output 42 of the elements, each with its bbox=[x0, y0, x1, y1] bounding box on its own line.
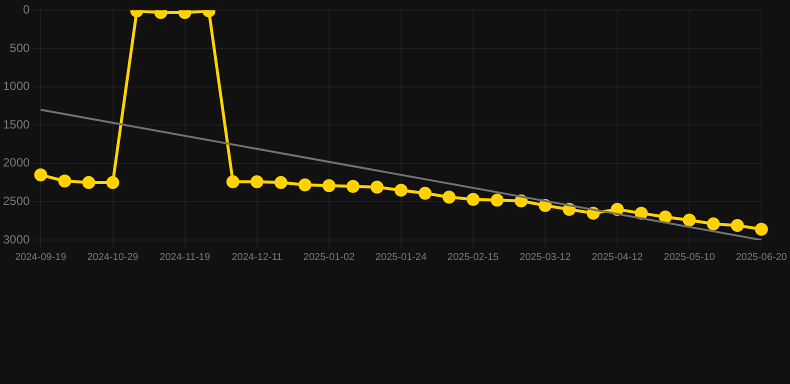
x-tick-label: 2025-04-12 bbox=[592, 252, 644, 263]
y-tick-label: 2500 bbox=[2, 194, 30, 208]
point bbox=[274, 176, 288, 190]
x-tick-label: 2024-12-11 bbox=[232, 252, 283, 263]
point bbox=[682, 214, 696, 227]
point bbox=[58, 174, 72, 188]
point bbox=[250, 175, 264, 188]
y-tick-label: 3000 bbox=[2, 232, 30, 246]
x-tick-label: 2025-02-15 bbox=[448, 252, 500, 263]
point bbox=[34, 168, 48, 182]
point bbox=[490, 194, 504, 207]
y-tick-label: 0 bbox=[23, 2, 30, 17]
y-tick-label: 1000 bbox=[2, 79, 30, 94]
x-tick-label: 2025-03-12 bbox=[520, 252, 572, 263]
point bbox=[442, 190, 456, 204]
point bbox=[634, 206, 648, 220]
point bbox=[754, 222, 768, 236]
point bbox=[226, 175, 240, 188]
point bbox=[730, 218, 744, 232]
point bbox=[394, 184, 408, 197]
point bbox=[82, 176, 96, 190]
point bbox=[322, 179, 336, 192]
point bbox=[538, 199, 552, 212]
y-tick-label: 2000 bbox=[2, 156, 30, 170]
point bbox=[466, 192, 480, 206]
x-tick-label: 2025-05-10 bbox=[664, 252, 716, 263]
x-tick-label: 2024-09-19 bbox=[15, 252, 67, 263]
y-tick-label: 1500 bbox=[2, 117, 30, 132]
point bbox=[418, 186, 432, 200]
y-tick-label: 500 bbox=[10, 40, 30, 55]
x-tick-label: 2024-11-19 bbox=[160, 252, 210, 263]
point bbox=[610, 202, 624, 216]
point bbox=[298, 178, 312, 192]
point bbox=[106, 176, 120, 190]
x-tick-label: 2025-06-20 bbox=[736, 252, 788, 263]
point bbox=[658, 210, 672, 224]
x-tick-label: 2025-01-24 bbox=[375, 252, 428, 263]
x-tick-label: 2025-01-02 bbox=[303, 252, 355, 263]
point bbox=[706, 217, 720, 230]
point bbox=[346, 180, 360, 193]
point bbox=[370, 180, 384, 194]
x-tick-label: 2024-10-29 bbox=[87, 252, 139, 263]
